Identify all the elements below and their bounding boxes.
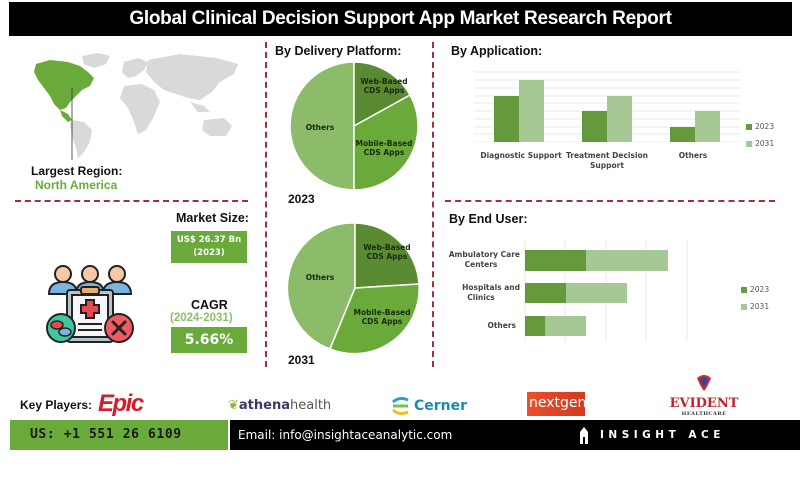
pie-2031-year: 2031 xyxy=(288,353,315,367)
app-legend-2031: 2031 xyxy=(746,139,774,148)
cagr-period: (2024-2031) xyxy=(170,312,233,324)
app-cat-treatment: Treatment Decision Support xyxy=(562,151,652,171)
market-size-value: US$ 26.37 Bn xyxy=(176,235,242,245)
divider-vertical-left xyxy=(265,42,267,367)
legend-label: 2031 xyxy=(750,302,770,311)
eu-cat-hospitals-line1: Hospitals and xyxy=(462,283,520,292)
largest-region-value: North America xyxy=(35,178,118,192)
end-user-title: By End User: xyxy=(449,212,528,226)
pie-2023-year: 2023 xyxy=(288,192,315,206)
pie-chart-2023 xyxy=(289,61,419,191)
application-bar-chart xyxy=(474,71,740,142)
key-players-label: Key Players: xyxy=(20,398,93,412)
cerner-mark-icon xyxy=(392,397,409,415)
pie-2023-label-web: Web-Based CDS Apps xyxy=(360,77,408,96)
pie-2031-label-mobile: Mobile-Based CDS Apps xyxy=(353,308,411,327)
pie-2023-label-mobile: Mobile-Based CDS Apps xyxy=(355,139,413,158)
clinical-decision-icon xyxy=(46,265,134,343)
evident-logo-subtext: HEALTHCARE xyxy=(681,411,727,417)
epic-logo: Epic xyxy=(98,390,144,418)
market-size-label: Market Size: xyxy=(176,211,249,225)
eu-legend-2023: 2023 xyxy=(741,285,769,294)
world-map xyxy=(20,50,250,160)
legend-label: 2031 xyxy=(755,139,775,148)
eu-cat-ambulatory-line1: Ambulatory Care xyxy=(448,250,520,259)
cagr-value: 5.66% xyxy=(184,332,234,348)
legend-label: 2023 xyxy=(755,122,775,131)
end-user-bar-chart xyxy=(524,240,688,342)
pie-2031-label-others: Others xyxy=(305,273,335,282)
epic-logo-text: Epic xyxy=(98,390,144,417)
athena-leaf-icon: ❦ xyxy=(228,398,239,413)
pie-chart-2031 xyxy=(288,222,420,355)
pie-2031-label-web: Web-Based CDS Apps xyxy=(363,243,411,262)
eu-legend-2031: 2031 xyxy=(741,302,769,311)
athena-prefix: athena xyxy=(238,398,290,413)
cerner-logo: Cerner xyxy=(390,397,467,415)
evident-logo: EVIDENT HEALTHCARE xyxy=(668,374,740,417)
divider-horizontal-left xyxy=(15,200,248,202)
app-cat-diagnostic: Diagnostic Support xyxy=(480,151,562,160)
athena-suffix: health xyxy=(290,398,332,413)
cagr-label: CAGR xyxy=(191,298,228,312)
pie-2023-label-others: Others xyxy=(305,123,335,132)
legend-label: 2023 xyxy=(750,285,770,294)
eu-cat-hospitals-line2: Clinics xyxy=(467,292,495,302)
eu-cat-others: Others xyxy=(487,321,516,330)
app-cat-others: Others xyxy=(678,151,708,160)
evident-logo-text: EVIDENT xyxy=(669,396,739,411)
divider-horizontal-right xyxy=(445,200,775,202)
market-size-box: US$ 26.37 Bn (2023) xyxy=(171,231,247,263)
report-title: Global Clinical Decision Support App Mar… xyxy=(9,2,792,36)
legend-swatch-2023 xyxy=(741,286,747,293)
eu-cat-ambulatory-line2: Centers xyxy=(464,259,498,269)
eu-cat-hospitals: Hospitals and Clinics xyxy=(442,283,520,303)
app-cat-treatment-line2: Support xyxy=(590,160,624,170)
legend-swatch-2031 xyxy=(746,140,752,147)
delivery-platform-title: By Delivery Platform: xyxy=(275,44,402,58)
cagr-box: 5.66% xyxy=(171,327,247,353)
divider-vertical-right xyxy=(432,42,434,367)
app-legend-2023: 2023 xyxy=(746,122,774,131)
nextgen-logo: nextgen xyxy=(527,392,587,416)
brand-name: INSIGHT ACE ANALYTIC xyxy=(600,429,725,471)
eu-cat-ambulatory: Ambulatory Care Centers xyxy=(442,250,520,270)
contact-phone[interactable]: US: +1 551 26 6109 xyxy=(10,420,228,450)
market-size-year: (2023) xyxy=(193,248,225,258)
contact-email[interactable]: Email: info@insightaceanalytic.com xyxy=(238,428,453,442)
evident-mark-icon xyxy=(697,375,711,391)
cerner-logo-text: Cerner xyxy=(414,398,468,414)
legend-swatch-2031 xyxy=(741,303,747,310)
largest-region-label: Largest Region: xyxy=(31,164,123,178)
nextgen-logo-text: nextgen xyxy=(529,395,587,411)
legend-swatch-2023 xyxy=(746,123,752,130)
app-cat-treatment-line1: Treatment Decision xyxy=(565,151,649,160)
footer-bar: Email: info@insightaceanalytic.com INSIG… xyxy=(230,420,800,471)
athenahealth-logo: ❦athenahealth xyxy=(228,398,331,413)
insight-ace-logo-icon xyxy=(580,427,588,444)
world-map-icon xyxy=(34,53,238,160)
application-title: By Application: xyxy=(451,44,543,58)
